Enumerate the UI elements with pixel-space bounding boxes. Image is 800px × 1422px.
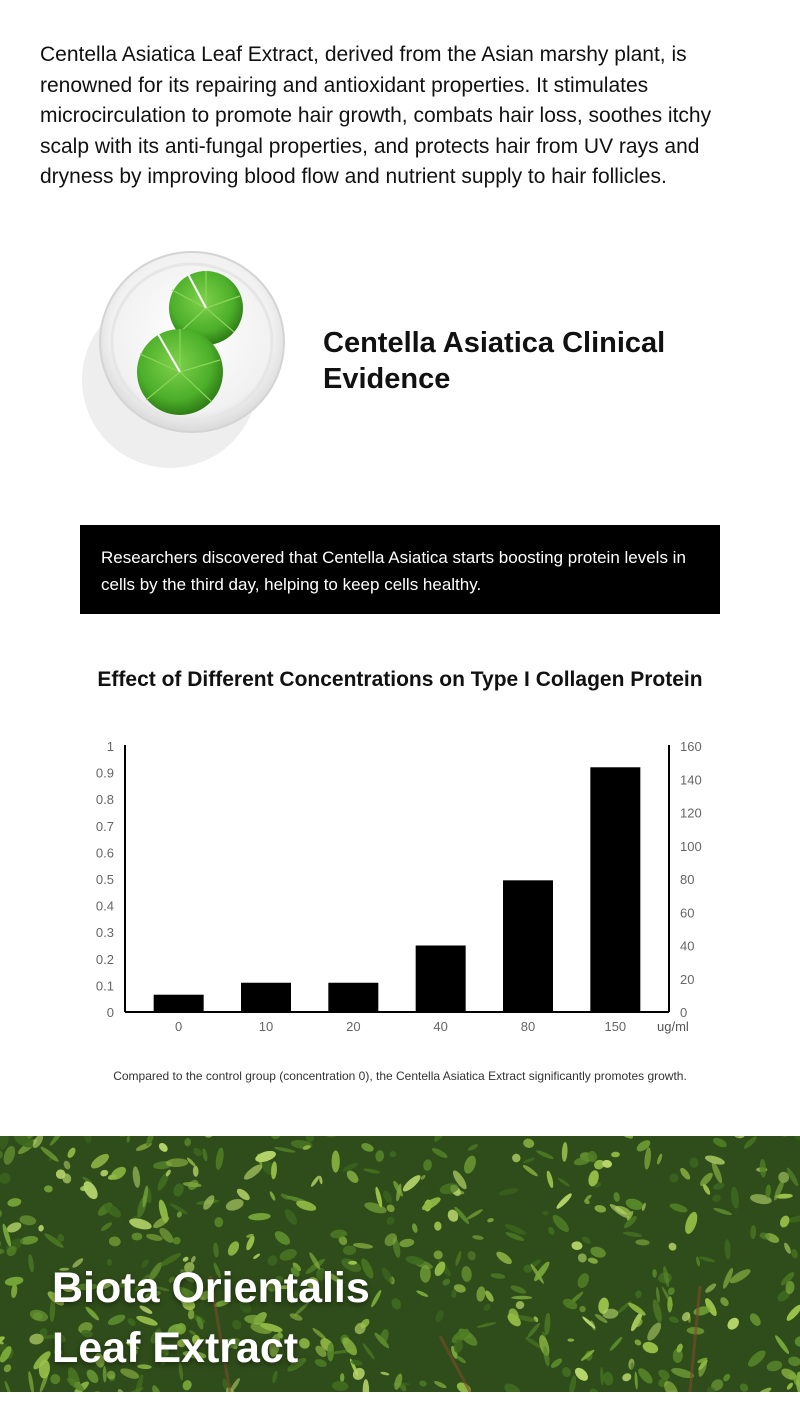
bar-10 [241,982,291,1012]
centella-leaf-icon [169,271,243,345]
y-tick-label-right: 80 [680,872,694,887]
x-tick-label: 10 [259,1019,273,1034]
x-tick-label: 0 [175,1019,182,1034]
x-tick-label: 80 [521,1019,535,1034]
chart-title: Effect of Different Concentrations on Ty… [97,668,703,691]
y-tick-label-right: 140 [680,772,702,787]
research-summary-text: Researchers discovered that Centella Asi… [101,548,686,594]
y-tick-label-right: 100 [680,839,702,854]
y-tick-label-left: 0 [107,1005,114,1020]
biota-title-line1: Biota Orientalis [52,1264,370,1312]
y-tick-label-left: 0.3 [96,925,114,940]
y-tick-label-left: 0.4 [96,899,114,914]
y-tick-label-left: 0.8 [96,792,114,807]
chart-caption: Compared to the control group (concentra… [113,1069,687,1083]
research-summary-box: Researchers discovered that Centella Asi… [80,525,720,614]
centella-leaf-icon [137,329,223,415]
y-tick-label-left: 0.2 [96,952,114,967]
petri-dish-image [82,251,285,468]
biota-title-line2: Leaf Extract [52,1324,299,1372]
collagen-bar-chart: 00.10.20.30.40.50.60.70.80.9102040608010… [96,739,702,1034]
y-tick-label-left: 0.5 [96,872,114,887]
bar-20 [328,982,379,1012]
bar-150 [590,767,641,1012]
bar-40 [415,945,466,1012]
y-tick-label-left: 0.7 [96,819,114,834]
intro-paragraph: Centella Asiatica Leaf Extract, derived … [40,43,712,188]
bar-0 [153,994,204,1012]
bar-80 [503,880,553,1012]
y-tick-label-right: 40 [680,939,694,954]
x-axis-unit: ug/ml [657,1019,689,1034]
x-tick-label: 150 [604,1019,626,1034]
y-tick-label-right: 20 [680,972,694,987]
y-tick-label-left: 0.6 [96,845,114,860]
y-tick-label-left: 0.9 [96,766,114,781]
y-tick-label-left: 0.1 [96,978,114,993]
evidence-title: Centella Asiatica Clinical Evidence [323,327,666,395]
biota-foliage-banner [0,1136,800,1392]
y-tick-label-right: 60 [680,905,694,920]
biota-title: Biota Orientalis Leaf Extract [52,1258,370,1378]
x-tick-label: 20 [346,1019,360,1034]
x-tick-label: 40 [433,1019,447,1034]
y-tick-label-right: 160 [680,739,702,754]
y-tick-label-right: 120 [680,806,702,821]
y-tick-label-left: 1 [107,739,114,754]
foliage-background-image [0,1136,800,1392]
y-tick-label-right: 0 [680,1005,687,1020]
